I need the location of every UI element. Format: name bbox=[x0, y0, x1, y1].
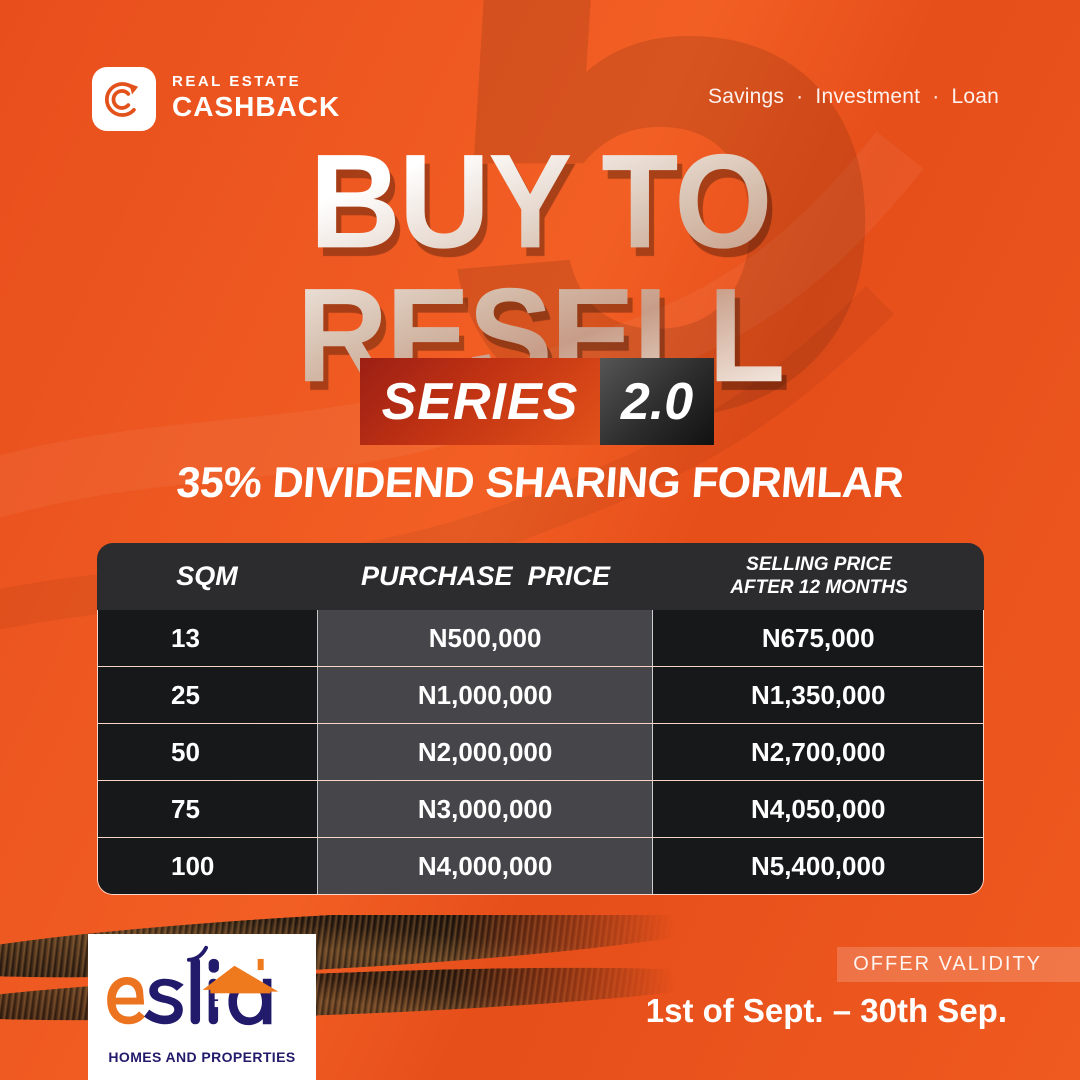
svg-text:HOMES AND PROPERTIES: HOMES AND PROPERTIES bbox=[108, 1049, 295, 1065]
